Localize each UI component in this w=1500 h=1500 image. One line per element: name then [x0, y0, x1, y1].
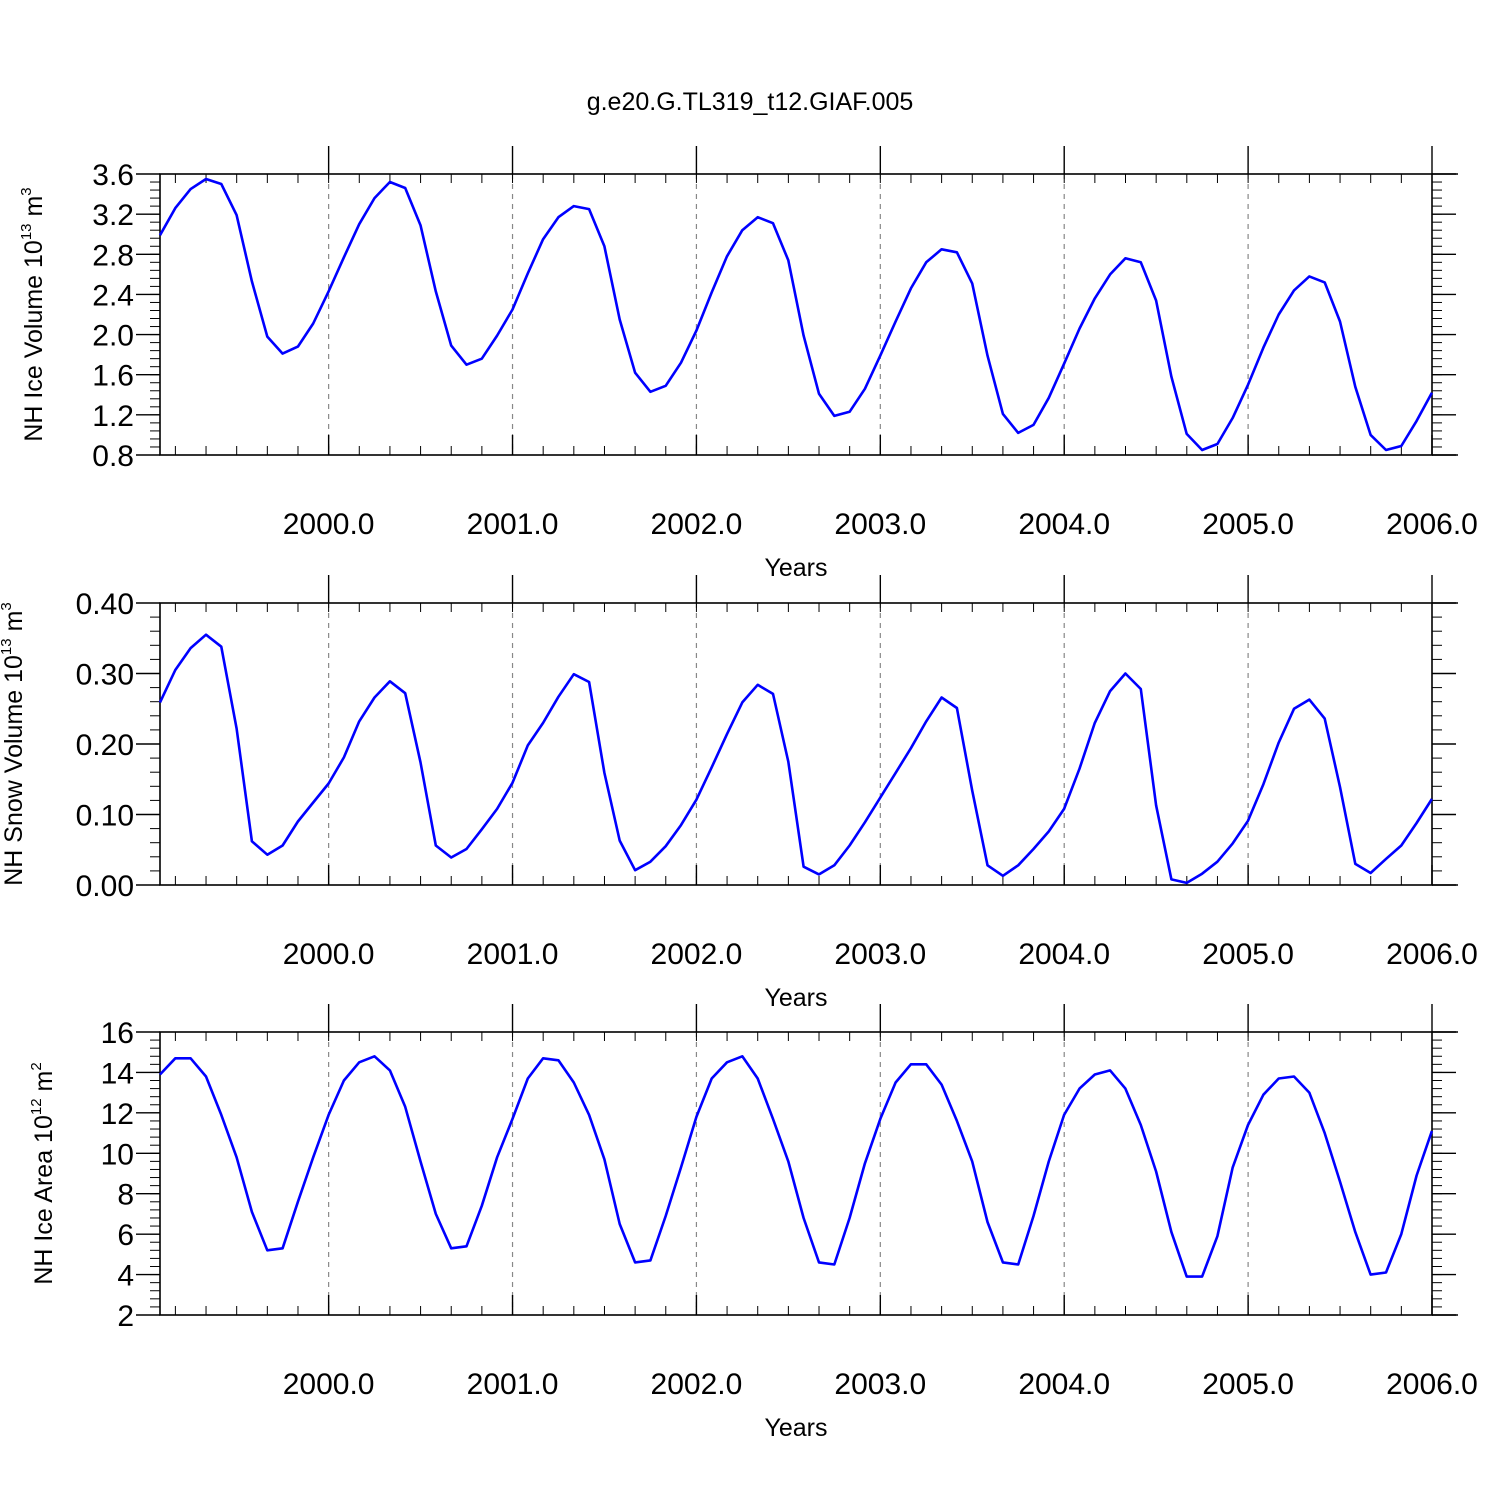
x-tick-label: 2000.0	[283, 508, 375, 541]
x-tick-label: 2006.0	[1386, 1368, 1478, 1401]
y-tick-label: 14	[101, 1057, 134, 1090]
series-line	[158, 633, 1433, 885]
x-tick-label: 2001.0	[467, 508, 559, 541]
x-tick-label: 2006.0	[1386, 508, 1478, 541]
y-tick-label: 0.30	[76, 659, 134, 692]
x-tick-label: 2006.0	[1386, 938, 1478, 971]
y-tick-label: 2.0	[92, 320, 134, 353]
y-axis-title: NH Snow Volume 1013 m3	[0, 602, 28, 886]
ice-area-panel: 2000.0 2001.0 2002.0 2003.0 2004.0 2005.0 2006…	[28, 1004, 1478, 1442]
snow-volume-panel: 2000.0 2001.0 2002.0 2003.0 2004.0 2005.0 2006…	[0, 575, 1478, 1012]
y-tick-label: 16	[101, 1017, 134, 1050]
y-tick-label: 1.6	[92, 360, 134, 393]
x-tick-label: 2004.0	[1018, 938, 1110, 971]
x-tick-label: 2002.0	[651, 938, 743, 971]
y-tick-label: 0.8	[92, 440, 134, 473]
chart-title: g.e20.G.TL319_t12.GIAF.005	[587, 88, 914, 116]
y-tick-label: 6	[117, 1219, 134, 1252]
plot-frame	[159, 173, 1433, 456]
y-tick-label: 2	[117, 1300, 134, 1333]
y-tick-label: 2.8	[92, 239, 134, 272]
x-tick-label: 2005.0	[1202, 938, 1294, 971]
x-axis-title: Years	[764, 554, 827, 582]
x-tick-label: 2005.0	[1202, 508, 1294, 541]
series-line	[159, 1055, 1434, 1278]
x-tick-label: 2000.0	[283, 938, 375, 971]
x-axis-title: Years	[764, 1414, 827, 1442]
x-axis-title: Years	[764, 984, 827, 1012]
ice-volume-panel: 2000.0 2001.0 2002.0 2003.0 2004.0 2005.0 2006…	[18, 146, 1478, 582]
y-tick-label: 10	[101, 1138, 134, 1171]
y-axis-title: NH Ice Area 1012 m2	[28, 1062, 58, 1284]
y-tick-label: 12	[101, 1098, 134, 1131]
y-tick-label: 2.4	[92, 279, 134, 312]
y-tick-label: 4	[117, 1260, 134, 1293]
x-tick-label: 2001.0	[467, 938, 559, 971]
y-tick-label: 3.6	[92, 159, 134, 192]
series-line	[158, 177, 1434, 452]
plot-frame	[159, 602, 1433, 886]
y-tick-label: 8	[117, 1179, 134, 1212]
x-tick-label: 2004.0	[1018, 508, 1110, 541]
x-tick-label: 2003.0	[834, 1368, 926, 1401]
y-tick-label: 0.20	[76, 729, 134, 762]
x-tick-label: 2000.0	[283, 1368, 375, 1401]
x-tick-label: 2004.0	[1018, 1368, 1110, 1401]
y-tick-label: 0.40	[76, 588, 134, 621]
x-tick-label: 2001.0	[467, 1368, 559, 1401]
y-tick-label: 0.00	[76, 870, 134, 903]
x-tick-label: 2005.0	[1202, 1368, 1294, 1401]
x-tick-label: 2002.0	[651, 1368, 743, 1401]
plot-frame	[159, 1031, 1433, 1316]
y-tick-label: 3.2	[92, 199, 134, 232]
x-tick-label: 2003.0	[834, 938, 926, 971]
x-tick-label: 2003.0	[834, 508, 926, 541]
x-tick-label: 2002.0	[651, 508, 743, 541]
y-axis-title: NH Ice Volume 1013 m3	[18, 187, 48, 441]
y-tick-label: 0.10	[76, 800, 134, 833]
y-tick-label: 1.2	[92, 400, 134, 433]
